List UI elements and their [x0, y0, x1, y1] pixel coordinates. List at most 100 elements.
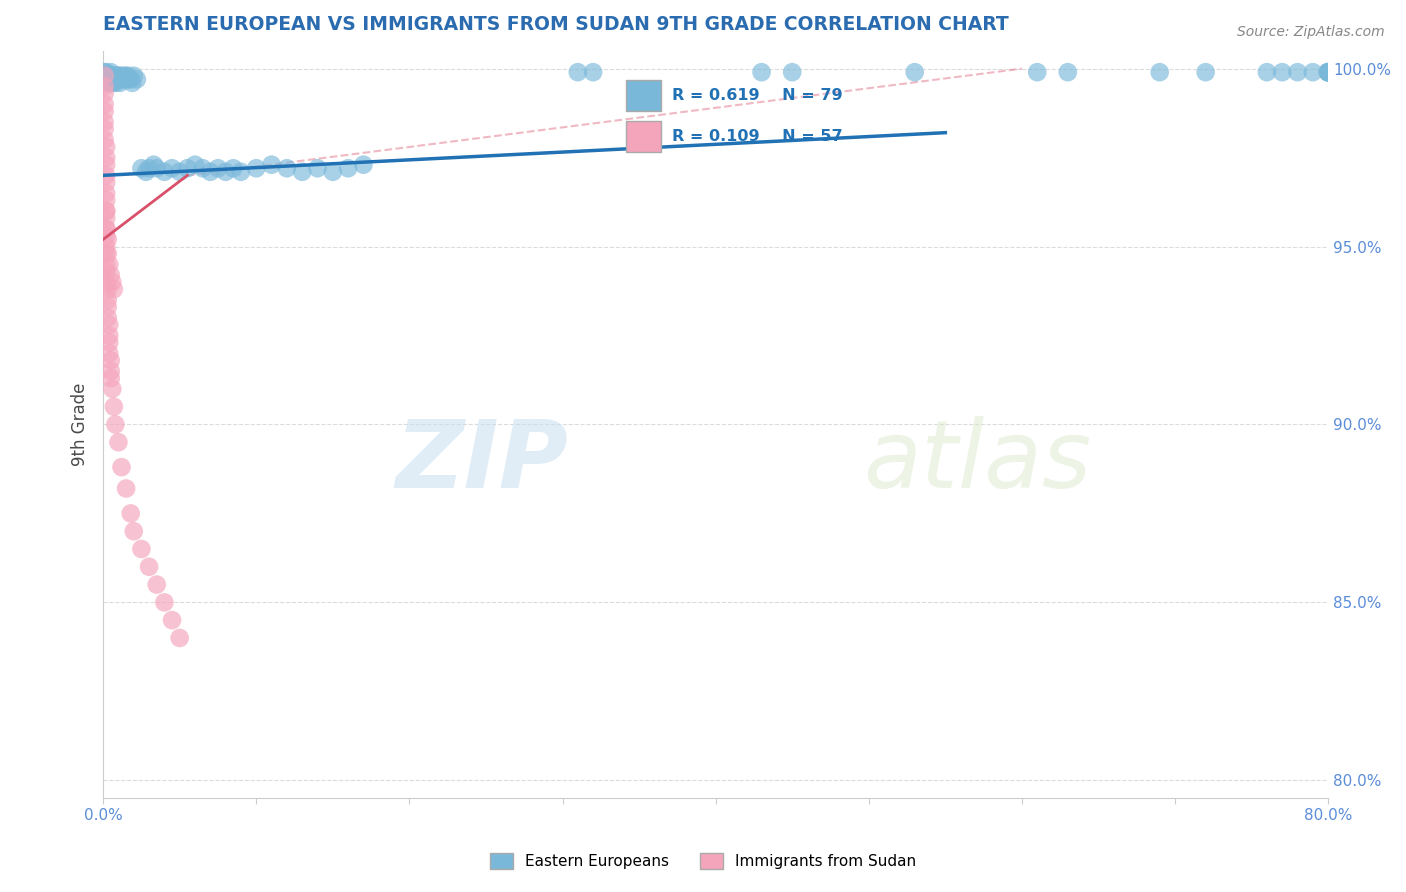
Point: [93, 133, 115, 147]
Point: [322, 165, 344, 179]
Point: [97, 72, 120, 87]
Point: [112, 69, 135, 83]
Point: [104, 417, 127, 432]
Point: [103, 72, 125, 87]
Point: [1317, 65, 1340, 79]
Point: [142, 158, 165, 172]
Point: [780, 65, 803, 79]
Point: [96, 275, 118, 289]
Point: [100, 268, 122, 282]
Point: [191, 161, 214, 176]
Text: atlas: atlas: [863, 417, 1091, 508]
Point: [98, 346, 121, 360]
Point: [97, 282, 120, 296]
Point: [98, 72, 121, 87]
Point: [96, 203, 118, 218]
Point: [93, 87, 115, 101]
Point: [98, 328, 121, 343]
Point: [145, 577, 167, 591]
Text: Source: ZipAtlas.com: Source: ZipAtlas.com: [1237, 25, 1385, 39]
Point: [307, 161, 329, 176]
Point: [96, 228, 118, 243]
Point: [1256, 65, 1278, 79]
Point: [96, 211, 118, 225]
Point: [153, 165, 176, 179]
Point: [103, 69, 125, 83]
Point: [245, 161, 267, 176]
Point: [98, 335, 121, 350]
Point: [100, 353, 122, 368]
Point: [120, 72, 142, 87]
Point: [169, 631, 191, 645]
Point: [1317, 65, 1340, 79]
Point: [260, 158, 283, 172]
Point: [100, 76, 122, 90]
Point: [101, 69, 124, 83]
Point: [110, 460, 132, 475]
Point: [107, 435, 129, 450]
Point: [93, 65, 115, 79]
Point: [214, 165, 236, 179]
Point: [291, 165, 314, 179]
Text: EASTERN EUROPEAN VS IMMIGRANTS FROM SUDAN 9TH GRADE CORRELATION CHART: EASTERN EUROPEAN VS IMMIGRANTS FROM SUDA…: [103, 15, 1010, 34]
Point: [105, 72, 128, 87]
Point: [101, 382, 124, 396]
Point: [96, 194, 118, 208]
Point: [117, 69, 139, 83]
Point: [107, 69, 129, 83]
Point: [131, 161, 153, 176]
Point: [101, 72, 124, 87]
Point: [138, 161, 160, 176]
Point: [131, 541, 153, 556]
Point: [93, 79, 115, 94]
Point: [100, 69, 122, 83]
Point: [93, 115, 115, 129]
Y-axis label: 9th Grade: 9th Grade: [72, 383, 89, 467]
Point: [153, 595, 176, 609]
Point: [904, 65, 927, 79]
Point: [1302, 65, 1324, 79]
Point: [169, 165, 191, 179]
Point: [582, 65, 605, 79]
Point: [337, 161, 360, 176]
Point: [96, 246, 118, 260]
Point: [96, 257, 118, 271]
Point: [93, 97, 115, 112]
Point: [93, 104, 115, 119]
Point: [96, 65, 118, 79]
Point: [115, 482, 138, 496]
Point: [104, 72, 127, 87]
Point: [160, 613, 183, 627]
Point: [100, 65, 122, 79]
Point: [98, 69, 121, 83]
Point: [751, 65, 773, 79]
Point: [101, 275, 124, 289]
Point: [120, 507, 142, 521]
Point: [96, 151, 118, 165]
Point: [114, 72, 136, 87]
Point: [97, 293, 120, 307]
Point: [107, 72, 129, 87]
Point: [96, 169, 118, 183]
Point: [96, 221, 118, 235]
Point: [97, 246, 120, 260]
Point: [97, 69, 120, 83]
Point: [96, 221, 118, 235]
Point: [97, 310, 120, 325]
Point: [200, 165, 222, 179]
Point: [93, 72, 115, 87]
Point: [229, 165, 252, 179]
Point: [96, 186, 118, 201]
Point: [184, 158, 207, 172]
Point: [97, 300, 120, 314]
Point: [103, 400, 125, 414]
Point: [1194, 65, 1216, 79]
Point: [96, 176, 118, 190]
Point: [101, 76, 124, 90]
Legend: Eastern Europeans, Immigrants from Sudan: Eastern Europeans, Immigrants from Sudan: [484, 847, 922, 875]
Point: [93, 69, 115, 83]
Point: [145, 161, 167, 176]
Point: [1317, 65, 1340, 79]
Point: [121, 76, 143, 90]
Point: [118, 72, 141, 87]
